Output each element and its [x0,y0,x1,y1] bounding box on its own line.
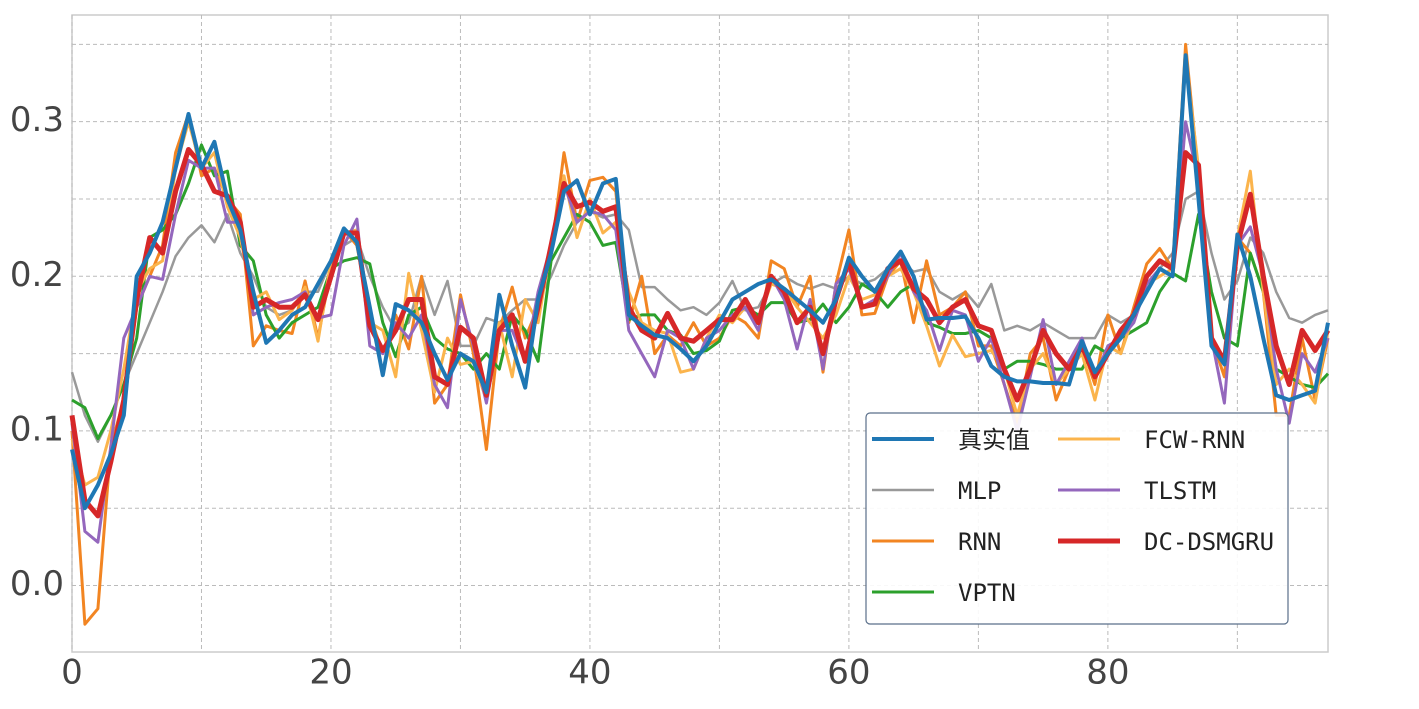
legend-box [865,412,1289,625]
y-tick-label: 0.3 [10,100,64,140]
x-tick-label: 80 [1086,653,1129,693]
legend-label: 真实值 [958,426,1030,454]
legend-label: DC-DSMGRU [1144,528,1274,556]
y-tick-label: 0.2 [10,255,64,295]
y-tick-label: 0.0 [10,564,64,604]
series-line [70,53,1330,511]
legend-label: RNN [958,528,1001,556]
series-line [70,190,1329,443]
legend-label: VPTN [958,579,1016,607]
legend-label: MLP [958,477,1001,505]
x-tick-label: 20 [309,653,352,693]
legend-label: TLSTM [1144,477,1216,505]
y-tick-label: 0.1 [10,409,64,449]
x-tick-label: 40 [568,653,611,693]
x-tick-label: 60 [827,653,870,693]
series-line [69,147,1331,519]
x-tick-label: 0 [61,653,83,693]
legend-label: FCW-RNN [1144,426,1245,454]
